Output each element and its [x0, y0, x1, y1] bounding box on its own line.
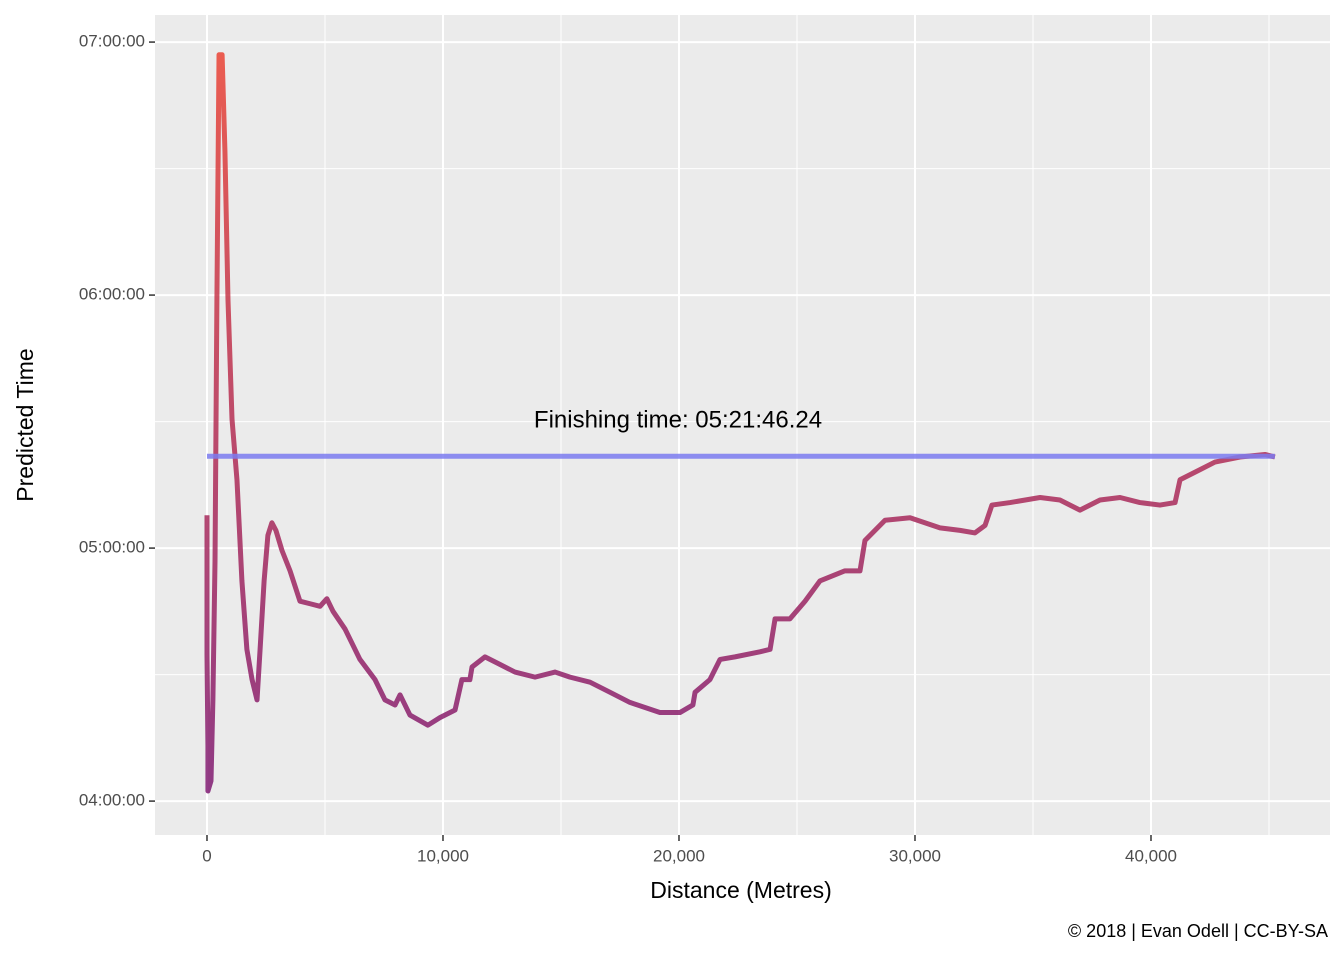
x-tick-label: 20,000 [653, 846, 705, 865]
y-tick-label: 05:00:00 [79, 538, 145, 557]
x-tick-label: 10,000 [417, 846, 469, 865]
y-tick-label: 04:00:00 [79, 791, 145, 810]
x-axis-title: Distance (Metres) [650, 877, 831, 903]
plot-panel [155, 15, 1330, 835]
x-tick-label: 40,000 [1125, 846, 1177, 865]
x-tick-label: 0 [202, 846, 211, 865]
y-tick-label: 07:00:00 [79, 32, 145, 51]
data-line [204, 52, 1276, 794]
annotation: Finishing time: 05:21:46.24 [534, 407, 822, 434]
y-axis-title: Predicted Time [12, 348, 38, 501]
caption: © 2018 | Evan Odell | CC-BY-SA [1068, 921, 1328, 941]
x-tick-label: 30,000 [889, 846, 941, 865]
y-tick-label: 06:00:00 [79, 285, 145, 304]
